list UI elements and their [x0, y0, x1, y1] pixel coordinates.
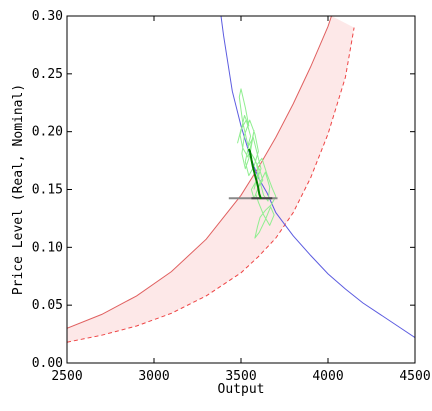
- y-tick-label: 0.15: [32, 183, 63, 198]
- lower-price-curve: [67, 27, 355, 343]
- x-axis-label: Output: [218, 382, 265, 397]
- x-tick-label: 4000: [312, 369, 343, 384]
- y-tick-label: 0.20: [32, 125, 63, 140]
- y-tick-label: 0.25: [32, 67, 63, 82]
- price-band-fill: [67, 16, 355, 343]
- simulation-path: [237, 88, 277, 239]
- plot-area: [67, 16, 415, 343]
- y-tick-label: 0.05: [32, 298, 63, 313]
- y-tick-label: 0.10: [32, 240, 63, 255]
- recent-path: [247, 148, 262, 200]
- y-axis-label: Price Level (Real, Nominal): [11, 84, 26, 295]
- y-tick-label: 0.00: [32, 356, 63, 371]
- x-tick-label: 3500: [225, 369, 256, 384]
- x-tick-label: 4500: [399, 369, 430, 384]
- demand-curve: [220, 16, 415, 339]
- upper-price-curve: [67, 16, 332, 329]
- y-tick-label: 0.30: [32, 9, 63, 24]
- x-tick-label: 2500: [51, 369, 82, 384]
- x-tick-label: 3000: [138, 369, 169, 384]
- axis-ticks: 2500 3000 3500 4000 4500 0.00 0.05 0.10 0.15 0.20…: [32, 9, 431, 384]
